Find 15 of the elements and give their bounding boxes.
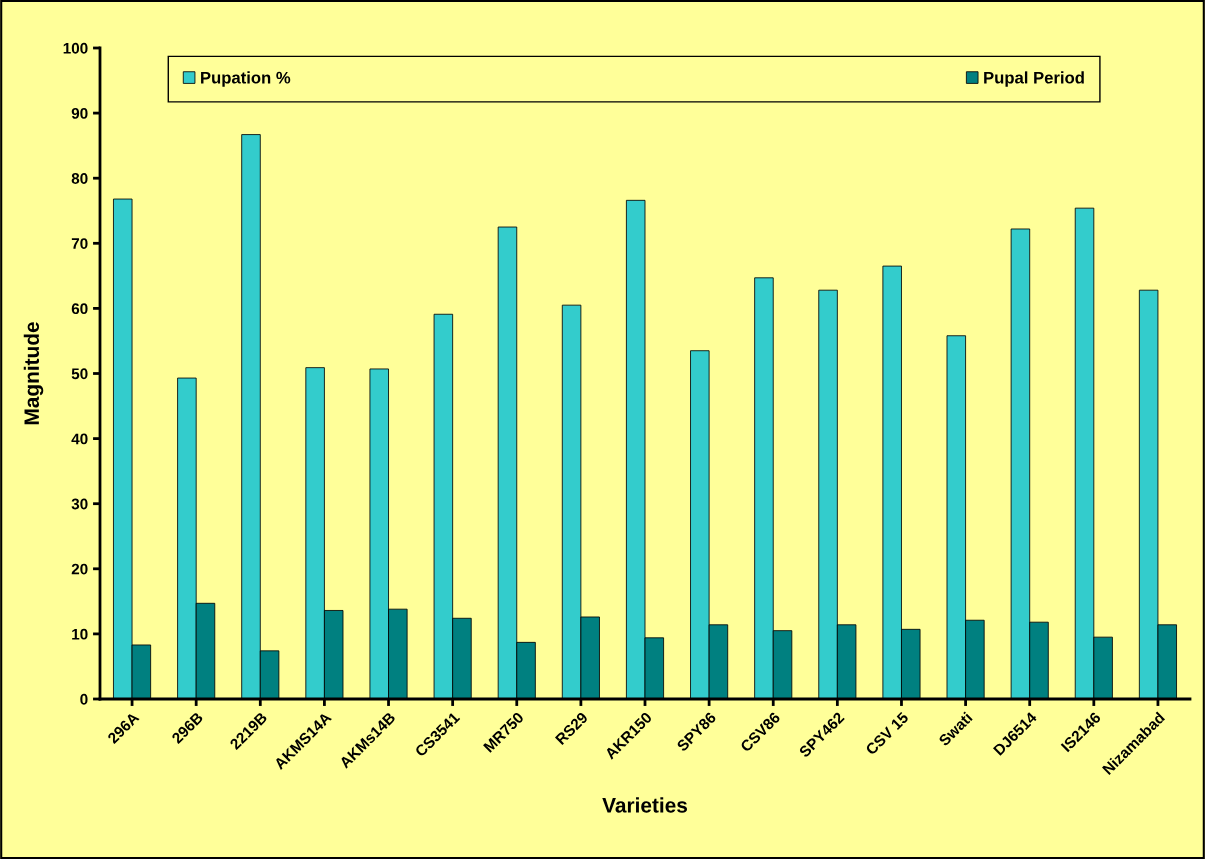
y-tick-label: 90 — [71, 107, 88, 119]
y-tick-label: 50 — [71, 368, 88, 380]
legend-label: Pupal Period — [984, 71, 1084, 87]
y-tick-label: 80 — [71, 173, 88, 184]
y-tick-label: 100 — [63, 42, 88, 54]
y-tick-label: 70 — [71, 238, 88, 249]
y-tick-label: 40 — [71, 433, 88, 445]
y-tick-label: 60 — [71, 303, 88, 315]
y-axis-title: Magnitude — [23, 322, 44, 425]
y-tick-label: 20 — [71, 563, 88, 575]
y-tick-label: 10 — [72, 628, 88, 640]
y-tick-label: 0 — [80, 693, 88, 705]
x-axis-title: Varieties — [602, 797, 688, 813]
legend-label: Pupation % — [201, 71, 291, 87]
y-tick-label: 30 — [71, 498, 88, 510]
